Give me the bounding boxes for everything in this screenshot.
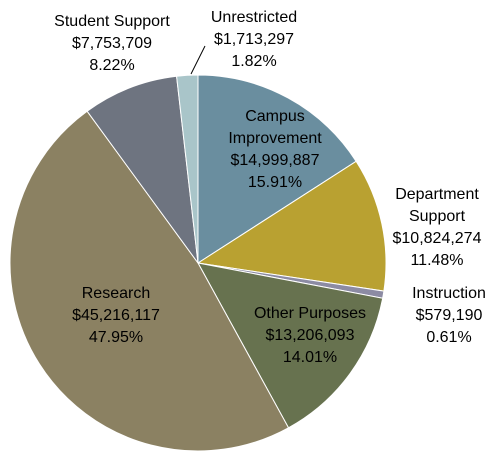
slice-label: Unrestricted <box>211 9 297 26</box>
value-label: $579,190 <box>416 307 483 324</box>
percent-label: 1.82% <box>231 53 276 70</box>
label-line: Improvement <box>228 130 322 147</box>
slice-label: Department Support <box>395 186 479 225</box>
slice-label: Other Purposes <box>254 305 366 322</box>
value-label: $1,713,297 <box>214 31 294 48</box>
label-line: Campus <box>245 108 305 125</box>
pie-slice <box>197 262 384 429</box>
label-line: Support <box>409 208 466 225</box>
value-label: $45,216,117 <box>72 307 160 324</box>
slice-label: Research <box>82 285 150 302</box>
value-label: $7,753,709 <box>72 35 152 52</box>
percent-label: 47.95% <box>89 329 143 346</box>
pie-slice <box>9 110 290 451</box>
pie-slice <box>196 160 387 292</box>
slice-label: Campus Improvement <box>228 108 322 147</box>
leader-line <box>190 45 206 75</box>
slice-label: Instruction <box>412 285 486 302</box>
value-label: $13,206,093 <box>266 327 355 344</box>
slice-label: Student Support <box>54 13 170 30</box>
percent-label: 15.91% <box>248 174 302 191</box>
percent-label: 0.61% <box>426 329 471 346</box>
value-label: $10,824,274 <box>393 230 482 247</box>
pie-slice <box>197 74 357 264</box>
pie-slice <box>176 74 199 264</box>
pie-slice <box>86 75 199 265</box>
percent-label: 11.48% <box>410 252 463 269</box>
percent-label: 14.01% <box>283 349 337 366</box>
label-line: Department <box>395 186 479 203</box>
percent-label: 8.22% <box>89 57 134 74</box>
value-label: $14,999,887 <box>231 152 320 169</box>
